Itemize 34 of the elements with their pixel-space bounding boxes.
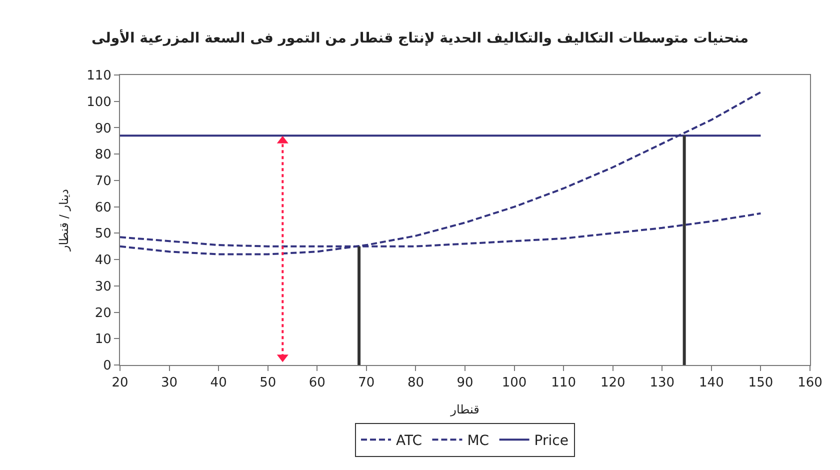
chart-title: منحنيات متوسطات التكاليف والتكاليف الحدية لإنتاج قنطار من التمور فى السعة المزرعية الأولى [91,28,749,47]
x-tick-label: 150 [748,376,774,391]
x-tick-label: 90 [456,376,474,391]
x-tick-label: 20 [112,376,128,391]
x-axis-title: قنطار [450,402,480,416]
y-tick-label: 30 [94,279,112,294]
x-tick-label: 110 [551,376,576,391]
x-tick-label: 70 [358,376,375,391]
legend-label: Price [534,433,568,450]
y-tick-label: 40 [94,253,112,268]
line-series [120,91,762,256]
y-tick-label: 10 [94,332,112,348]
x-tick-label: 140 [699,376,724,391]
y-tick-label: 110 [86,68,112,84]
y-tick-label: 100 [86,94,112,110]
x-tick-label: 130 [650,376,675,391]
x-tick-label: 40 [210,376,227,391]
x-tick-label: 100 [502,376,527,391]
y-tick-label: 90 [94,121,112,136]
x-tick-label: 120 [600,376,626,391]
x-tick-label: 50 [260,376,276,391]
y-axis-title: دينار / قنطار [56,188,71,252]
y-tick-label: 60 [94,200,112,216]
x-tick-label: 80 [407,376,424,391]
y-tick-label: 80 [94,148,112,163]
y-tick-label: 50 [94,226,112,242]
x-tick-label: 60 [308,376,326,391]
y-tick-label: 20 [94,306,112,321]
x-tick-label: 160 [798,376,822,391]
y-tick-label: 0 [103,358,112,374]
legend-label: MC [467,433,490,450]
legend-label: ATC [396,433,422,450]
y-tick-label: 70 [94,174,112,189]
x-tick-label: 30 [161,376,178,391]
